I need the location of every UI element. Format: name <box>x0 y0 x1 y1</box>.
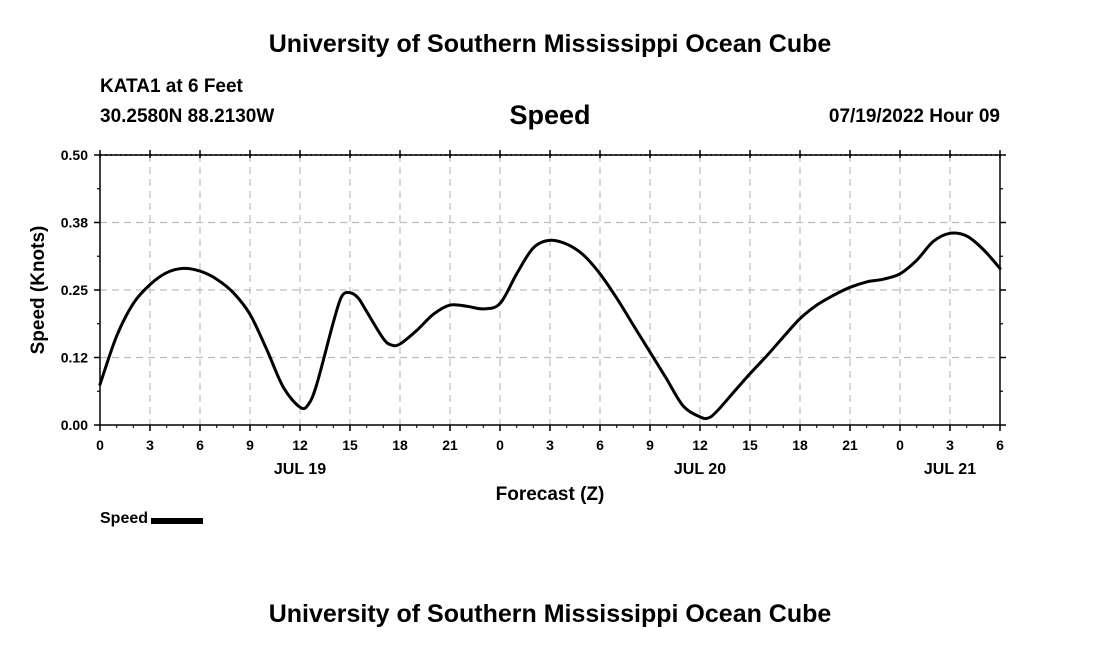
x-tick-label: 21 <box>442 437 458 453</box>
coordinates-label: 30.2580N 88.2130W <box>100 106 275 127</box>
x-tick-label: 6 <box>596 437 604 453</box>
y-tick-label: 0.38 <box>61 215 88 231</box>
x-tick-label: 3 <box>946 437 954 453</box>
x-tick-label: 3 <box>146 437 154 453</box>
chart-title: University of Southern Mississippi Ocean… <box>268 30 832 58</box>
x-tick-label: 6 <box>996 437 1004 453</box>
speed-series-line <box>98 231 1002 421</box>
footer-title: University of Southern Mississippi Ocean… <box>268 600 832 628</box>
legend-label: Speed <box>100 510 149 527</box>
date-label: JUL 19 <box>274 461 326 478</box>
x-tick-label: 12 <box>292 437 308 453</box>
x-axis-label: Forecast (Z) <box>496 484 605 505</box>
date-labels: JUL 19 JUL 20 JUL 21 <box>274 461 976 478</box>
y-tick-label: 0.00 <box>61 417 88 433</box>
x-tick-label: 15 <box>342 437 358 453</box>
x-tick-label: 6 <box>196 437 204 453</box>
y-tick-label: 0.50 <box>61 147 88 163</box>
y-tick-labels: 0.00 0.12 0.25 0.38 0.50 <box>61 147 88 433</box>
x-tick-label: 15 <box>742 437 758 453</box>
x-tick-label: 21 <box>842 437 858 453</box>
date-label: JUL 20 <box>674 461 726 478</box>
y-tick-label: 0.25 <box>61 282 88 298</box>
datetime-label: 07/19/2022 Hour 09 <box>828 106 1000 127</box>
x-tick-label: 3 <box>546 437 554 453</box>
axis-ticks <box>94 150 1006 431</box>
x-tick-label: 9 <box>646 437 654 453</box>
x-tick-label: 0 <box>96 437 104 453</box>
x-tick-label: 18 <box>792 437 808 453</box>
date-label: JUL 21 <box>924 461 976 478</box>
x-tick-label: 0 <box>496 437 504 453</box>
station-label: KATA1 at 6 Feet <box>100 76 243 97</box>
x-tick-label: 12 <box>692 437 708 453</box>
legend-swatch <box>151 518 204 524</box>
x-tick-label: 18 <box>392 437 408 453</box>
grid-lines <box>100 155 1000 425</box>
x-tick-label: 0 <box>896 437 904 453</box>
legend: Speed <box>100 510 204 528</box>
y-tick-label: 0.12 <box>61 350 88 366</box>
y-axis-label: Speed (Knots) <box>28 226 49 355</box>
x-tick-label: 9 <box>246 437 254 453</box>
variable-title: Speed <box>509 100 591 130</box>
x-tick-labels: 0 3 6 9 12 15 18 21 0 3 6 9 12 15 18 21 0 3 6 <box>96 437 1004 453</box>
